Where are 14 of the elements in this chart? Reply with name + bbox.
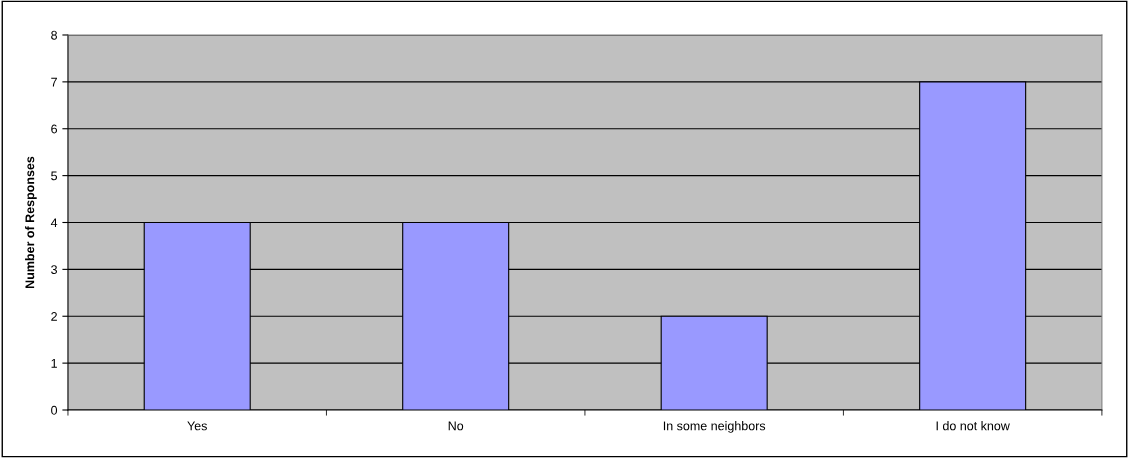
y-tick-label: 7 <box>51 77 57 87</box>
y-tick-label: 6 <box>51 124 57 134</box>
x-tick-label: In some neighbors <box>663 421 766 433</box>
y-axis-title: Number of Responses <box>25 156 37 288</box>
y-tick-label: 4 <box>50 218 58 228</box>
x-tick-label: Yes <box>187 421 207 431</box>
x-tick-label: I do not know <box>936 421 1010 431</box>
y-tick-label: 2 <box>51 312 57 321</box>
y-tick-label: 8 <box>51 30 58 40</box>
y-tick-label: 0 <box>51 405 58 415</box>
y-tick-label: 3 <box>51 265 57 275</box>
y-tick-label: 5 <box>51 171 58 181</box>
y-tick-label: 1 <box>51 359 57 368</box>
x-tick-label: No <box>448 421 464 431</box>
